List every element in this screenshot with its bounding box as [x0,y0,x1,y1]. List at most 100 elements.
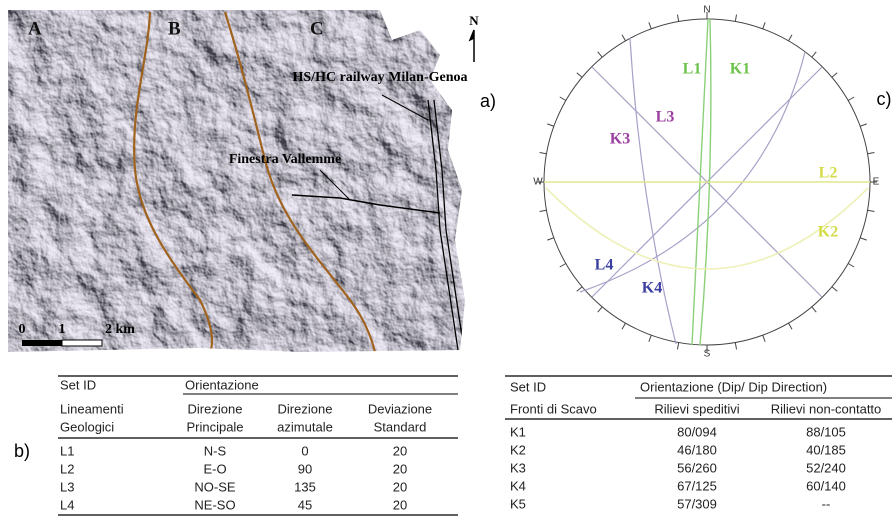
direction-label: E [873,177,880,188]
table-subheader: Deviazione [368,401,432,416]
net-tick [788,322,793,330]
table-subheader: Direzione [188,401,243,416]
net-tick [762,22,766,30]
stereonet: L1 K1 L3 K3 L2 K2 L4 K4 [537,12,877,352]
zone-label: C [310,18,324,39]
table-subheader: Rilievi non-contatto [771,401,882,416]
table-subheader: Fronti di Scavo [510,401,597,416]
great-circle [699,18,712,346]
net-tick [676,342,680,350]
panel-label: b) [14,441,30,461]
scale-label: 0 [19,322,26,337]
net-tick [547,123,555,127]
net-tick [539,209,547,213]
railway-label: HS/HC railway Milan-Genoa [293,70,468,85]
scale-bar [61,339,103,347]
set-label: L2 [819,165,838,182]
net-tick [734,342,738,350]
table-header: Orientazione [185,377,259,392]
table-subheader: Principale [186,419,243,434]
table-header: Set ID [60,377,96,392]
table-cell: NO-SE [194,479,236,494]
table-cell: N-S [204,443,227,458]
great-circle [579,51,806,293]
tunnel-line [291,194,441,214]
table-cell: K4 [510,478,526,493]
great-circle [629,37,677,345]
table-header: Orientazione (Dip/ Dip Direction) [640,379,827,394]
net-tick [576,286,583,292]
net-tick [831,72,838,78]
table-cell: K2 [510,442,526,457]
table-subheader: Rilievi speditivi [654,401,739,416]
net-tick [831,286,838,292]
table-cell: 60/140 [806,478,846,493]
tunnel-label: Finestra Vallemme [229,152,341,167]
net-tick [762,334,766,342]
net-tick [811,51,817,58]
direction-label: N [703,5,710,16]
table-subheader: Direzione [278,401,333,416]
north-arrow [468,29,475,62]
set-label: L4 [595,257,614,274]
scale-label: 1 [59,322,66,337]
direction-label: W [533,177,543,188]
map [8,10,465,352]
net-tick [559,96,567,101]
net-tick [867,151,875,155]
scale-label: 2 km [105,322,135,337]
table-cell: 57/309 [677,496,717,511]
table-subheader: Standard [374,419,427,434]
panel-label: a) [480,91,496,111]
table-cell: K1 [510,424,526,439]
table-cell: 80/094 [677,424,717,439]
table-cell: 90 [298,461,312,476]
fault-line [133,11,214,352]
table-cell: 45 [298,497,312,512]
table-header: Set ID [510,379,546,394]
hillshade [8,10,465,352]
net-tick [621,322,626,330]
table-cell: 88/105 [806,424,846,439]
scale-bar [22,340,62,346]
great-circle [691,18,709,346]
fault-line [223,11,377,352]
net-tick [576,72,583,78]
set-label: K4 [642,280,662,297]
table-subheader: Geologici [60,419,114,434]
zone-label: B [168,18,181,39]
table-cell: 67/125 [677,478,717,493]
table-cell: L2 [60,461,74,476]
table-cell: 52/240 [806,460,846,475]
railway-line [433,99,465,351]
table-cell: E-O [203,461,226,476]
set-label: K2 [818,224,838,241]
table-cell: K3 [510,460,526,475]
table-cell: K5 [510,496,526,511]
table-cell: 46/180 [677,442,717,457]
table-cell: NE-SO [194,497,235,512]
table-cell: -- [822,496,831,511]
table-cell: 20 [393,497,407,512]
net-tick [847,263,855,268]
tables: Set ID Orientazione Lineamenti Geologici Dir… [58,375,892,516]
net-tick [559,263,567,268]
net-tick [597,306,603,313]
set-label: K1 [730,61,750,78]
table-cell: 40/185 [806,442,846,457]
arrow [381,94,429,121]
railway-line [427,99,459,351]
net-tick [539,151,547,155]
net-tick [648,22,652,30]
net-tick [648,334,652,342]
set-label: L3 [656,109,675,126]
table-subheader: Lineamenti [60,401,124,416]
great-circle [545,187,869,270]
net-tick [859,123,867,127]
table-cell: 20 [393,461,407,476]
net-tick [597,51,603,58]
table-cell: 20 [393,479,407,494]
panel-label: c) [877,89,892,109]
table-cell: 20 [393,443,407,458]
